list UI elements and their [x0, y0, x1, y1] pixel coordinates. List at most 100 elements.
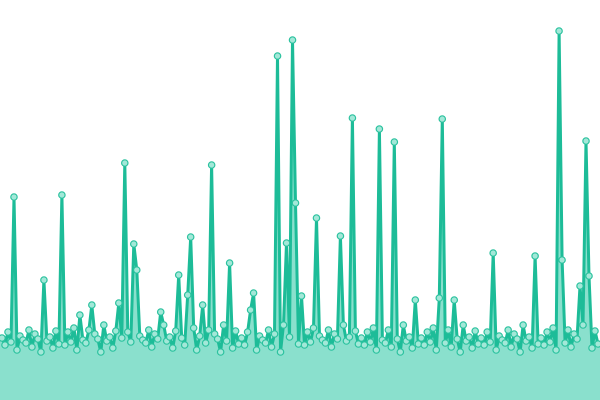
data-point: [192, 346, 201, 354]
data-point: [501, 339, 509, 347]
data-point: [94, 335, 102, 343]
data-point: [333, 335, 342, 343]
data-point: [474, 340, 483, 348]
data-point: [468, 344, 477, 352]
data-point: [417, 334, 426, 342]
data-point: [531, 252, 539, 260]
data-point: [180, 341, 189, 349]
data-point: [372, 346, 381, 354]
data-point: [112, 327, 120, 335]
data-point: [324, 326, 333, 334]
data-point: [82, 339, 90, 347]
data-point: [588, 344, 596, 352]
data-point: [507, 343, 515, 351]
data-point: [88, 301, 96, 309]
data-point: [73, 346, 81, 354]
data-point: [339, 321, 348, 329]
data-point: [552, 346, 560, 354]
data-point: [528, 344, 536, 352]
data-point: [67, 338, 75, 346]
data-point: [387, 343, 396, 351]
data-point: [504, 326, 512, 334]
data-point: [261, 339, 270, 347]
data-point: [198, 301, 207, 309]
data-point: [567, 343, 575, 351]
data-point: [411, 296, 420, 304]
data-point: [321, 339, 330, 347]
data-point: [447, 343, 456, 351]
data-point: [366, 338, 375, 346]
data-point: [516, 348, 524, 356]
data-point: [58, 191, 66, 199]
data-point: [345, 333, 354, 341]
data-point: [174, 271, 183, 279]
data-point: [216, 348, 225, 356]
data-point: [100, 321, 108, 329]
data-point: [13, 346, 21, 354]
data-point: [109, 344, 117, 352]
data-point: [234, 340, 243, 348]
data-point: [408, 344, 417, 352]
data-point: [456, 348, 465, 356]
data-point: [309, 324, 318, 332]
data-point: [132, 266, 141, 274]
data-point: [195, 332, 204, 340]
data-point: [165, 333, 174, 341]
data-point: [219, 321, 228, 329]
data-point: [354, 340, 363, 348]
data-point: [115, 299, 123, 307]
data-point: [28, 343, 36, 351]
data-point: [201, 339, 210, 347]
data-point: [414, 340, 423, 348]
data-point: [168, 344, 177, 352]
data-point: [480, 341, 488, 349]
data-point: [297, 292, 306, 300]
data-point: [360, 341, 369, 349]
data-point: [534, 340, 542, 348]
data-point: [4, 328, 12, 336]
data-point: [285, 333, 294, 341]
data-point: [117, 334, 126, 342]
data-point: [351, 327, 360, 335]
data-point: [585, 272, 593, 280]
data-point: [549, 324, 557, 332]
data-point: [171, 327, 180, 335]
data-point: [486, 338, 494, 346]
data-point: [540, 341, 548, 349]
data-point: [282, 239, 291, 247]
data-point: [441, 339, 450, 347]
data-point: [49, 344, 57, 352]
data-point: [144, 326, 153, 334]
data-point: [186, 233, 195, 241]
data-point: [429, 324, 438, 332]
data-point: [579, 321, 587, 329]
data-point: [213, 335, 222, 343]
data-point: [405, 333, 414, 341]
marker-layer: [0, 27, 600, 356]
data-point: [537, 334, 545, 342]
data-point: [40, 276, 48, 284]
data-point: [459, 321, 468, 329]
data-point: [231, 327, 240, 335]
data-point: [70, 324, 78, 332]
data-point: [207, 161, 216, 169]
data-point: [294, 340, 303, 348]
data-point: [222, 337, 231, 345]
data-point: [153, 335, 162, 343]
data-point: [249, 289, 258, 297]
data-point: [426, 338, 435, 346]
data-point: [450, 296, 459, 304]
data-point: [357, 334, 366, 342]
data-point: [303, 328, 312, 336]
data-point: [97, 348, 105, 356]
data-point: [156, 308, 165, 316]
data-point: [327, 343, 336, 351]
data-point: [252, 346, 261, 354]
data-point: [492, 346, 500, 354]
data-point: [435, 294, 444, 302]
data-point: [126, 338, 135, 346]
data-point: [519, 321, 527, 329]
data-point: [420, 341, 429, 349]
data-point: [240, 341, 249, 349]
data-point: [52, 327, 60, 335]
